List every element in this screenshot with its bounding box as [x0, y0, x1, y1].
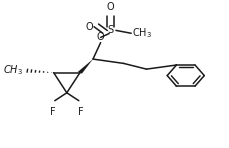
Text: O: O	[85, 22, 93, 32]
Text: F: F	[78, 107, 84, 117]
Text: O: O	[107, 3, 114, 12]
Text: S: S	[107, 25, 114, 35]
Text: F: F	[50, 107, 55, 117]
Text: O: O	[97, 32, 104, 42]
Text: CH$_3$: CH$_3$	[3, 64, 23, 77]
Polygon shape	[78, 59, 93, 74]
Text: CH$_3$: CH$_3$	[132, 26, 152, 40]
